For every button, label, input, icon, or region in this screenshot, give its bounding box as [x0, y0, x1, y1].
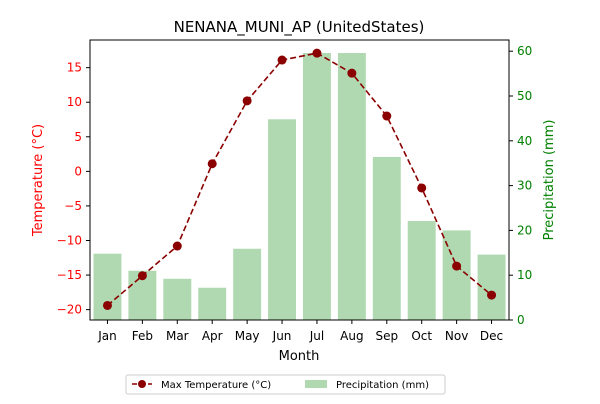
temperature-point-jul — [312, 48, 322, 58]
right-tick-label: 10 — [517, 268, 532, 282]
left-tick-label: 0 — [74, 164, 82, 178]
left-tick-label: −10 — [57, 233, 82, 247]
precipitation-bar-oct — [407, 220, 436, 320]
legend-label-temperature: Max Temperature (°C) — [161, 380, 271, 391]
precipitation-bar-apr — [198, 287, 227, 320]
right-tick-label: 60 — [517, 44, 532, 58]
x-axis: Jan Feb Mar Apr May Jun Jul Aug Sep Oct Nov Dec — [97, 320, 503, 343]
left-axis: −20 −15 −10 −5 0 5 10 15 — [57, 61, 90, 317]
right-tick-label: 50 — [517, 89, 532, 103]
precipitation-bar-mar — [163, 278, 192, 320]
left-tick-label: −5 — [64, 199, 82, 213]
left-tick-label: −15 — [57, 268, 82, 282]
temperature-point-may — [242, 96, 252, 106]
temperature-point-aug — [347, 68, 357, 78]
right-tick-label: 0 — [517, 313, 525, 327]
x-tick-label-feb: Feb — [132, 329, 153, 343]
x-tick-label-jan: Jan — [97, 329, 117, 343]
precipitation-bar-dec — [477, 254, 506, 320]
x-tick-label-apr: Apr — [202, 329, 223, 343]
right-tick-label: 40 — [517, 134, 532, 148]
legend-marker-swatch — [138, 380, 146, 388]
left-axis-label: Temperature (°C) — [31, 124, 46, 237]
temperature-point-mar — [172, 241, 182, 251]
temperature-point-feb — [137, 271, 147, 281]
right-tick-label: 30 — [517, 179, 532, 193]
temperature-point-sep — [382, 111, 392, 121]
left-tick-label: 15 — [67, 61, 82, 75]
chart-title: NENANA_MUNI_AP (UnitedStates) — [174, 18, 425, 37]
x-tick-label-dec: Dec — [480, 329, 503, 343]
legend-bar-swatch — [305, 380, 327, 388]
precipitation-bar-jan — [93, 253, 122, 320]
temperature-point-jan — [102, 300, 112, 310]
right-axis-label: Precipitation (mm) — [542, 120, 557, 241]
left-tick-label: −20 — [57, 303, 82, 317]
legend-box — [125, 374, 446, 395]
left-tick-label: 5 — [74, 130, 82, 144]
legend-label-precipitation: Precipitation (mm) — [336, 380, 429, 391]
precipitation-bar-may — [233, 248, 262, 320]
x-tick-label-mar: Mar — [166, 329, 189, 343]
precipitation-bars — [93, 52, 506, 321]
precipitation-bar-jun — [268, 119, 297, 321]
precipitation-bar-jul — [302, 52, 331, 320]
legend: Max Temperature (°C) Precipitation (mm) — [125, 374, 446, 395]
right-tick-label: 20 — [517, 223, 532, 237]
right-axis: 0 10 20 30 40 50 60 — [509, 44, 532, 327]
x-tick-label-aug: Aug — [340, 329, 363, 343]
x-tick-label-may: May — [235, 329, 260, 343]
x-tick-label-nov: Nov — [445, 329, 468, 343]
temperature-point-nov — [452, 261, 462, 271]
temperature-point-oct — [417, 183, 427, 193]
precipitation-bar-sep — [372, 156, 401, 320]
x-axis-label: Month — [279, 349, 320, 364]
x-tick-label-jun: Jun — [272, 329, 292, 343]
temperature-point-dec — [487, 290, 497, 300]
left-tick-label: 10 — [67, 95, 82, 109]
x-tick-label-sep: Sep — [375, 329, 398, 343]
temperature-line-path — [106, 52, 493, 307]
temperature-point-apr — [207, 159, 217, 169]
temperature-point-jun — [277, 55, 287, 65]
x-tick-label-jul: Jul — [309, 329, 324, 343]
temperature-line — [102, 48, 497, 310]
plot-frame — [89, 39, 510, 321]
x-tick-label-oct: Oct — [411, 329, 432, 343]
precipitation-bar-aug — [337, 52, 366, 320]
